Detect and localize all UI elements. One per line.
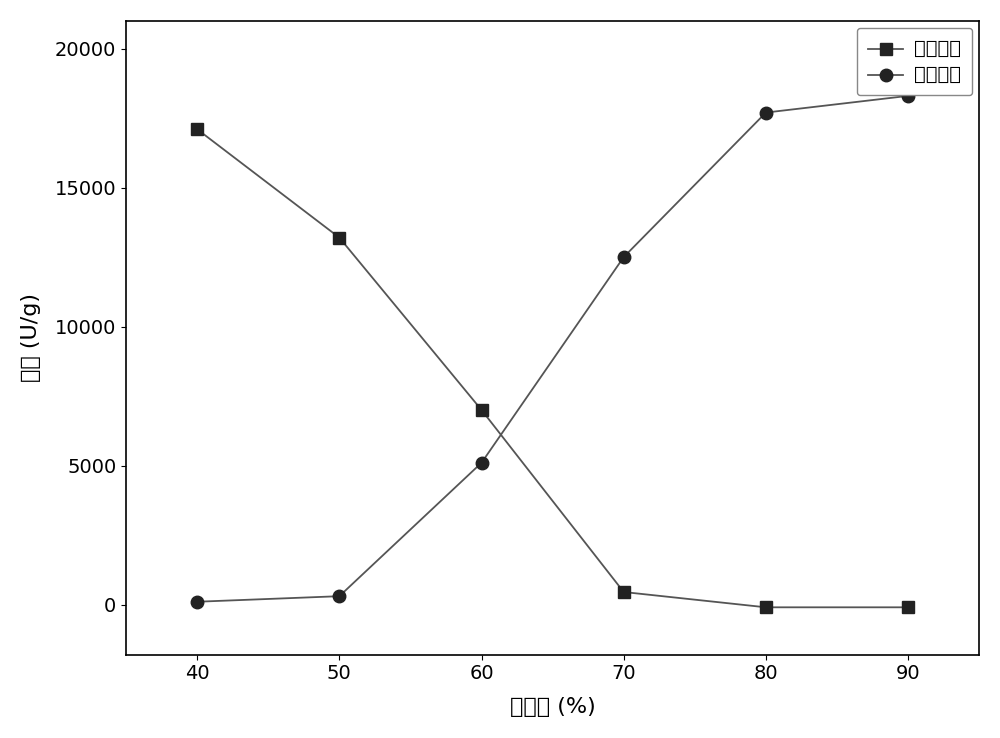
Y-axis label: 酶活 (U/g): 酶活 (U/g) [21,293,41,382]
上清酶活 [760,603,772,612]
X-axis label: 饱和度 (%): 饱和度 (%) [510,697,595,717]
沉淀酶活 [191,597,203,606]
Legend: 上清酶活, 沉淀酶活: 上清酶活, 沉淀酶活 [857,28,972,95]
Line: 沉淀酶活: 沉淀酶活 [191,89,914,608]
上清酶活 [476,406,488,415]
沉淀酶活 [760,108,772,117]
上清酶活 [333,233,345,242]
沉淀酶活 [333,592,345,601]
上清酶活 [191,125,203,134]
上清酶活 [902,603,914,612]
上清酶活 [618,587,630,596]
Line: 上清酶活: 上清酶活 [192,124,914,613]
沉淀酶活 [618,252,630,261]
沉淀酶活 [476,458,488,467]
沉淀酶活 [902,92,914,100]
